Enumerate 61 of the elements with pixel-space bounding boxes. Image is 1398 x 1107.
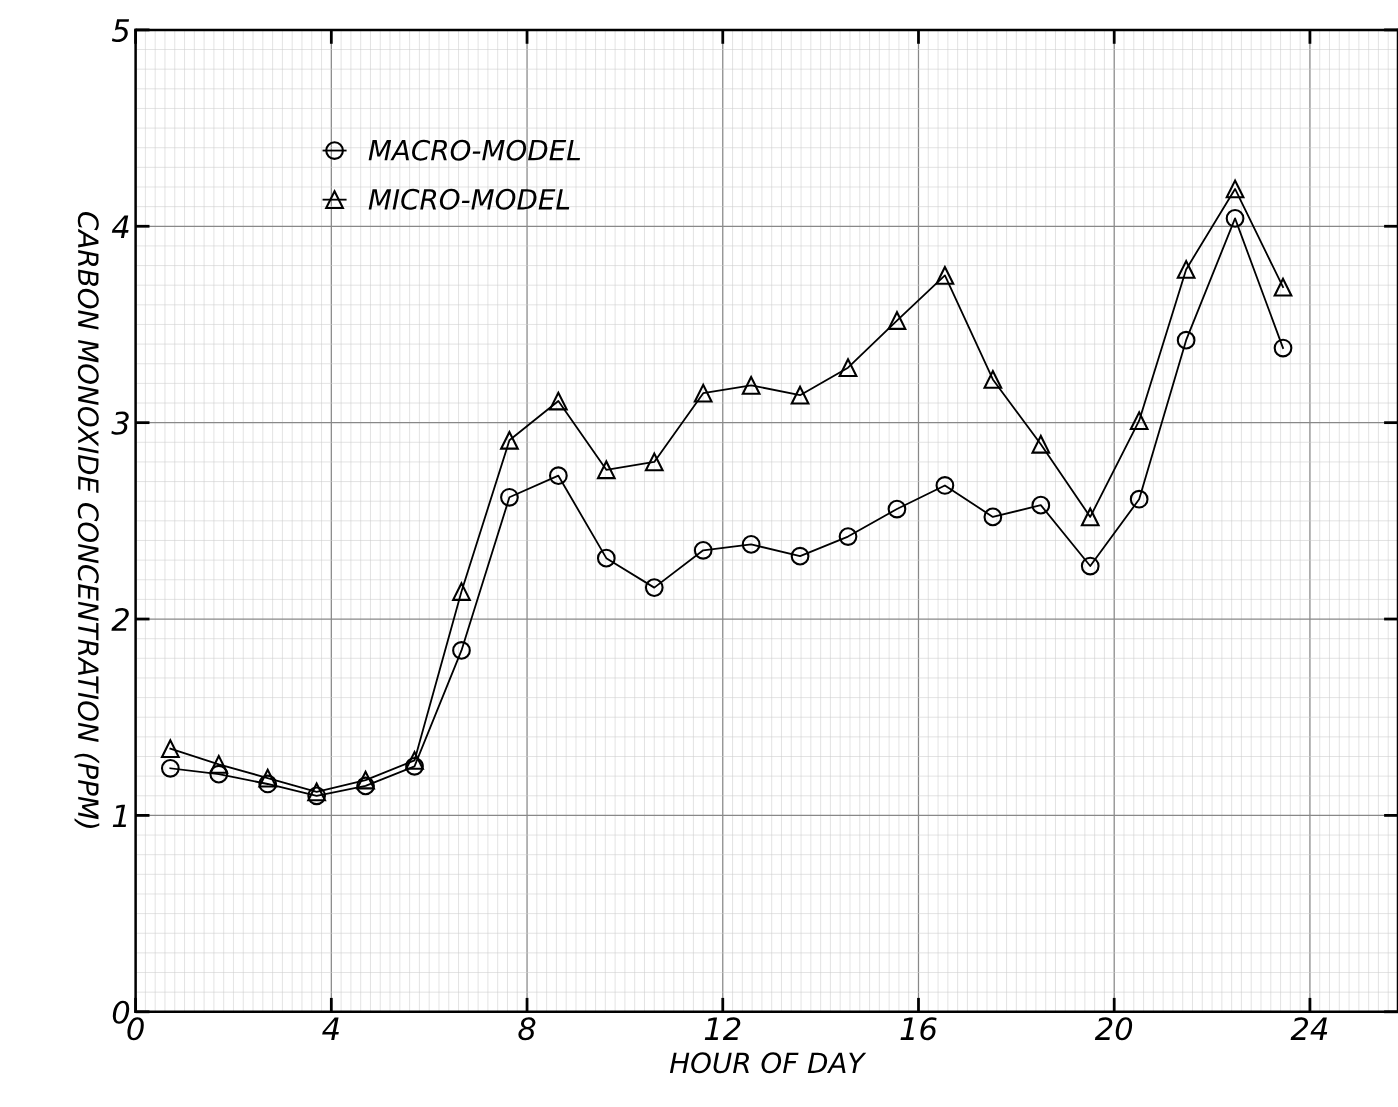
point bbox=[405, 751, 424, 770]
y-tick-label: 4 bbox=[111, 215, 129, 238]
point bbox=[1176, 260, 1196, 279]
legend-label: MICRO-MODEL bbox=[368, 188, 570, 210]
x-tick-label: 8 bbox=[518, 1017, 536, 1041]
y-tick-label: 5 bbox=[111, 19, 130, 42]
point bbox=[258, 774, 278, 794]
point bbox=[405, 756, 424, 776]
point bbox=[1273, 338, 1293, 358]
point bbox=[838, 358, 858, 378]
point bbox=[693, 383, 713, 403]
point bbox=[1176, 330, 1196, 350]
point bbox=[548, 466, 568, 486]
point bbox=[356, 776, 375, 796]
point bbox=[1129, 489, 1149, 509]
y-tick-label: 2 bbox=[111, 607, 129, 631]
point bbox=[1080, 507, 1100, 527]
point bbox=[1129, 411, 1149, 431]
y-axis-title: CARBON MONOXIDE CONCENTRATION (PPM) bbox=[74, 212, 100, 828]
x-tick-label: 16 bbox=[900, 1017, 937, 1041]
point bbox=[452, 641, 471, 660]
x-axis-title: HOUR OF DAY bbox=[669, 1052, 867, 1074]
point bbox=[209, 754, 229, 774]
point bbox=[644, 578, 664, 597]
point bbox=[1080, 556, 1100, 576]
y-tick-label: 1 bbox=[112, 804, 127, 828]
point bbox=[983, 507, 1003, 527]
point bbox=[1031, 495, 1051, 515]
point bbox=[209, 764, 229, 784]
point bbox=[644, 452, 664, 472]
point bbox=[160, 758, 180, 778]
point bbox=[741, 375, 761, 395]
x-tick-label: 4 bbox=[322, 1017, 339, 1040]
point bbox=[935, 265, 955, 285]
x-tick-label: 24 bbox=[1290, 1017, 1328, 1040]
point bbox=[1225, 209, 1245, 228]
x-tick-label: 20 bbox=[1094, 1017, 1133, 1041]
point bbox=[356, 770, 375, 790]
point bbox=[596, 460, 616, 480]
y-tick-label: 3 bbox=[111, 411, 129, 435]
point bbox=[258, 768, 278, 788]
point bbox=[693, 540, 713, 560]
point bbox=[887, 311, 907, 330]
point bbox=[500, 430, 519, 450]
point bbox=[887, 499, 907, 519]
point bbox=[596, 548, 616, 568]
point bbox=[790, 546, 810, 566]
point bbox=[1273, 277, 1293, 297]
point bbox=[160, 739, 180, 759]
point bbox=[548, 391, 568, 411]
legend-label: MACRO-MODEL bbox=[368, 139, 581, 161]
point bbox=[1225, 179, 1245, 199]
point bbox=[741, 535, 761, 554]
point bbox=[838, 527, 858, 546]
point bbox=[500, 487, 519, 507]
point bbox=[983, 370, 1003, 389]
point bbox=[790, 385, 810, 405]
point bbox=[452, 582, 471, 601]
point bbox=[1031, 434, 1051, 454]
x-tick-label: 12 bbox=[704, 1017, 741, 1040]
point bbox=[935, 476, 955, 495]
